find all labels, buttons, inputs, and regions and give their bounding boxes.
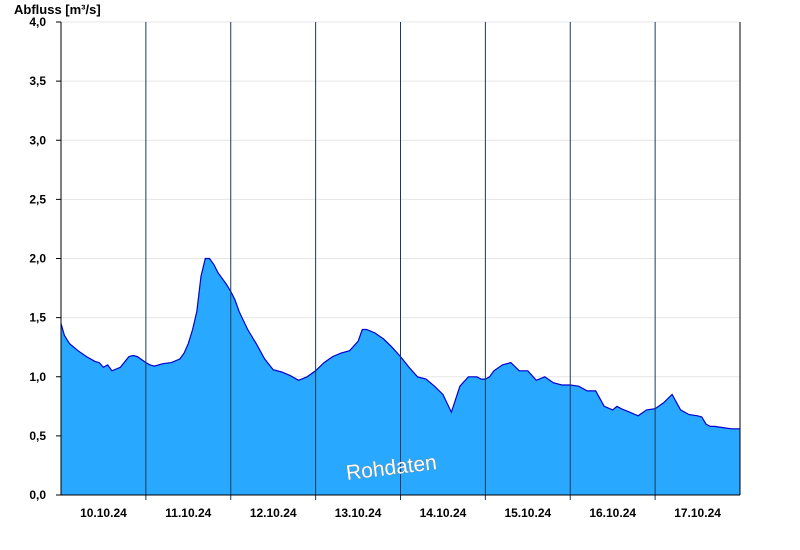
y-axis-label: Abfluss [m³/s] (14, 2, 101, 17)
y-tick-labels: 0,0 0,5 1,0 1,5 2,0 2,5 3,0 3,5 4,0 (29, 15, 61, 502)
x-tick-label: 16.10.24 (589, 506, 636, 520)
y-tick-label: 1,5 (29, 311, 46, 325)
y-tick-label: 1,0 (29, 370, 46, 384)
x-tick-label: 17.10.24 (674, 506, 721, 520)
y-tick-label: 2,5 (29, 192, 46, 206)
y-tick-label: 3,0 (29, 133, 46, 147)
x-tick-label: 15.10.24 (504, 506, 551, 520)
y-tick-label: 4,0 (29, 15, 46, 29)
x-tick-label: 14.10.24 (420, 506, 467, 520)
day-separators (145, 22, 656, 500)
x-tick-label: 13.10.24 (335, 506, 382, 520)
y-tick-label: 2,0 (29, 252, 46, 266)
y-tick-label: 0,0 (29, 488, 46, 502)
x-tick-label: 12.10.24 (250, 506, 297, 520)
area-outline (60, 257, 740, 430)
x-tick-label: 11.10.24 (165, 506, 211, 520)
x-tick-label: 10.10.24 (80, 506, 127, 520)
y-tick-label: 0,5 (29, 429, 46, 443)
x-tick-labels: 10.10.24 11.10.24 12.10.24 13.10.24 14.10.24… (80, 506, 721, 520)
y-tick-label: 3,5 (29, 74, 46, 88)
